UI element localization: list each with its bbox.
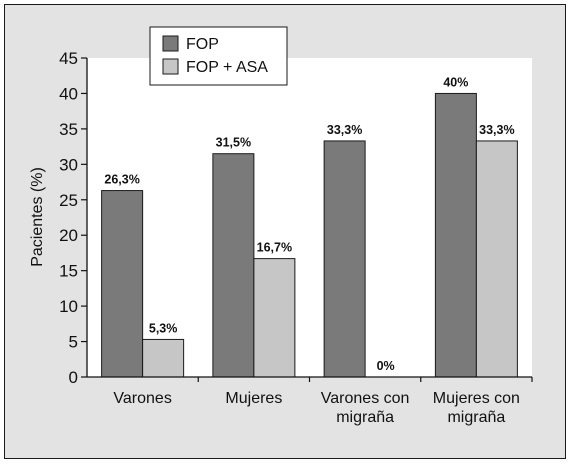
fop-asa-bar-3 [475, 140, 518, 378]
fop-asa-bar-1 [253, 258, 296, 378]
x-category-label: Mujeres [225, 390, 282, 407]
chart-panel: 0 5 10 15 20 25 30 35 40 45 Varones Mujeres Varones … [4, 4, 566, 459]
fop-bar-1 [212, 153, 255, 378]
data-label: 0% [377, 359, 395, 373]
data-label: 33,3% [327, 123, 362, 137]
fop-bar-0 [101, 190, 144, 378]
data-label: 40% [443, 75, 468, 89]
y-tick-label: 15 [59, 262, 78, 281]
legend-swatch-fop [162, 35, 179, 52]
legend-label: FOP [186, 36, 219, 53]
y-tick-label: 20 [59, 226, 78, 245]
data-label: 5,3% [149, 321, 178, 335]
x-category-label: migraña [336, 409, 394, 426]
y-tick-label: 25 [59, 191, 78, 210]
data-label: 33,3% [479, 123, 514, 137]
legend-swatch-fop-asa [162, 58, 179, 75]
x-category-label: migraña [447, 409, 505, 426]
y-tick-label: 5 [69, 333, 78, 352]
bar-chart: 0 5 10 15 20 25 30 35 40 45 Varones Mujeres Varones … [29, 26, 533, 426]
y-tick-label: 45 [59, 49, 78, 68]
x-category-label: Varones con [321, 390, 410, 407]
x-category-label: Varones [113, 390, 171, 407]
data-label: 16,7% [257, 241, 292, 255]
fop-bar-2 [323, 140, 366, 378]
y-tick-label: 30 [59, 155, 78, 174]
legend-label: FOP + ASA [186, 59, 268, 76]
y-tick-label: 0 [69, 368, 78, 387]
fop-asa-bar-0 [142, 338, 185, 378]
fop-bar-3 [434, 92, 477, 378]
x-category-label: Mujeres con [433, 390, 520, 407]
data-label: 31,5% [216, 136, 251, 150]
data-label: 26,3% [104, 173, 139, 187]
y-tick-label: 40 [59, 84, 78, 103]
legend-box [149, 26, 288, 86]
y-tick-label: 35 [59, 120, 78, 139]
y-tick-label: 10 [59, 297, 78, 316]
y-axis-title: Pacientes (%) [29, 167, 46, 267]
